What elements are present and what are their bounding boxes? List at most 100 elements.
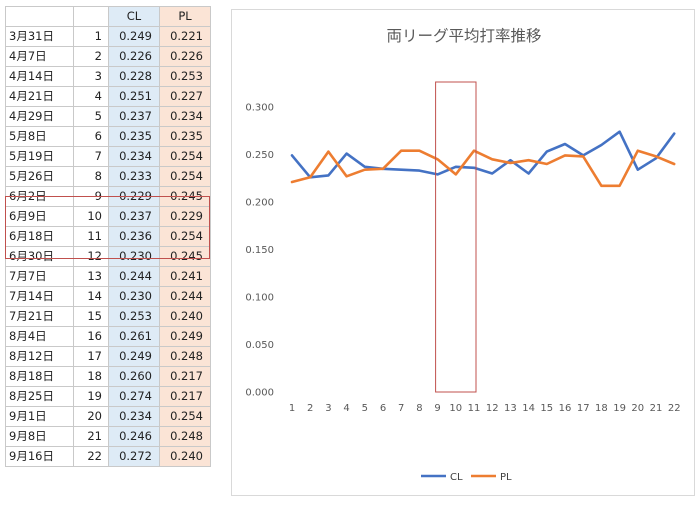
legend-label-pl: PL bbox=[500, 472, 512, 483]
x-tick-label: 8 bbox=[416, 403, 422, 414]
row-cl-value: 0.234 bbox=[108, 406, 160, 427]
x-tick-label: 1 bbox=[289, 403, 295, 414]
table-row: 9月8日 21 0.246 0.248 bbox=[5, 426, 211, 447]
y-tick-label: 0.000 bbox=[245, 388, 274, 399]
table-row: 8月4日 16 0.261 0.249 bbox=[5, 326, 211, 347]
row-pl-value: 0.235 bbox=[159, 126, 211, 147]
row-week: 9 bbox=[73, 186, 109, 207]
row-cl-value: 0.228 bbox=[108, 66, 160, 87]
row-cl-value: 0.251 bbox=[108, 86, 160, 107]
row-week: 1 bbox=[73, 26, 109, 47]
table-row: 7月7日 13 0.244 0.241 bbox=[5, 266, 211, 287]
table-row: 7月14日 14 0.230 0.244 bbox=[5, 286, 211, 307]
row-cl-value: 0.246 bbox=[108, 426, 160, 447]
x-tick-label: 20 bbox=[631, 403, 644, 414]
x-tick-label: 4 bbox=[343, 403, 349, 414]
row-date: 6月18日 bbox=[5, 226, 74, 247]
x-tick-label: 19 bbox=[613, 403, 626, 414]
row-cl-value: 0.230 bbox=[108, 246, 160, 267]
x-tick-label: 11 bbox=[468, 403, 481, 414]
x-tick-label: 5 bbox=[362, 403, 368, 414]
row-week: 14 bbox=[73, 286, 109, 307]
table-row: 6月9日 10 0.237 0.229 bbox=[5, 206, 211, 227]
batting-average-table: CL PL 3月31日 1 0.249 0.221 4月7日 2 0.226 0.226 4月1… bbox=[5, 6, 211, 467]
row-date: 5月26日 bbox=[5, 166, 74, 187]
x-tick-label: 15 bbox=[540, 403, 553, 414]
table-row: 8月12日 17 0.249 0.248 bbox=[5, 346, 211, 367]
table-row: 3月31日 1 0.249 0.221 bbox=[5, 26, 211, 47]
row-date: 8月25日 bbox=[5, 386, 74, 407]
row-cl-value: 0.244 bbox=[108, 266, 160, 287]
x-tick-label: 21 bbox=[650, 403, 663, 414]
y-tick-label: 0.250 bbox=[245, 150, 274, 161]
chart-highlight-box bbox=[435, 81, 477, 393]
row-week: 19 bbox=[73, 386, 109, 407]
x-tick-label: 14 bbox=[522, 403, 535, 414]
row-cl-value: 0.253 bbox=[108, 306, 160, 327]
row-date: 3月31日 bbox=[5, 26, 74, 47]
row-date: 4月14日 bbox=[5, 66, 74, 87]
row-pl-value: 0.221 bbox=[159, 26, 211, 47]
x-tick-label: 2 bbox=[307, 403, 313, 414]
row-cl-value: 0.237 bbox=[108, 206, 160, 227]
x-tick-label: 13 bbox=[504, 403, 517, 414]
x-tick-label: 22 bbox=[668, 403, 681, 414]
x-tick-label: 17 bbox=[577, 403, 590, 414]
row-date: 4月21日 bbox=[5, 86, 74, 107]
row-pl-value: 0.249 bbox=[159, 326, 211, 347]
row-pl-value: 0.234 bbox=[159, 106, 211, 127]
row-pl-value: 0.240 bbox=[159, 306, 211, 327]
x-tick-label: 18 bbox=[595, 403, 608, 414]
row-pl-value: 0.254 bbox=[159, 406, 211, 427]
row-pl-value: 0.244 bbox=[159, 286, 211, 307]
chart-title: 両リーグ平均打率推移 bbox=[386, 27, 542, 45]
y-tick-label: 0.050 bbox=[245, 340, 274, 351]
row-date: 5月8日 bbox=[5, 126, 74, 147]
row-week: 5 bbox=[73, 106, 109, 127]
row-pl-value: 0.217 bbox=[159, 366, 211, 387]
row-date: 4月29日 bbox=[5, 106, 74, 127]
row-cl-value: 0.233 bbox=[108, 166, 160, 187]
row-week: 6 bbox=[73, 126, 109, 147]
row-week: 2 bbox=[73, 46, 109, 67]
row-date: 9月1日 bbox=[5, 406, 74, 427]
row-cl-value: 0.261 bbox=[108, 326, 160, 347]
row-week: 8 bbox=[73, 166, 109, 187]
row-pl-value: 0.241 bbox=[159, 266, 211, 287]
row-pl-value: 0.254 bbox=[159, 146, 211, 167]
row-date: 6月9日 bbox=[5, 206, 74, 227]
table-row: 6月30日 12 0.230 0.245 bbox=[5, 246, 211, 267]
series-line-cl bbox=[290, 130, 676, 179]
row-cl-value: 0.274 bbox=[108, 386, 160, 407]
row-cl-value: 0.237 bbox=[108, 106, 160, 127]
x-tick-label: 9 bbox=[434, 403, 440, 414]
row-week: 12 bbox=[73, 246, 109, 267]
row-date: 7月14日 bbox=[5, 286, 74, 307]
row-pl-value: 0.217 bbox=[159, 386, 211, 407]
x-tick-label: 3 bbox=[325, 403, 331, 414]
row-date: 8月12日 bbox=[5, 346, 74, 367]
row-date: 6月2日 bbox=[5, 186, 74, 207]
row-date: 7月7日 bbox=[5, 266, 74, 287]
table-row: 5月19日 7 0.234 0.254 bbox=[5, 146, 211, 167]
table-row: 4月7日 2 0.226 0.226 bbox=[5, 46, 211, 67]
row-cl-value: 0.260 bbox=[108, 366, 160, 387]
table-row: 9月1日 20 0.234 0.254 bbox=[5, 406, 211, 427]
x-tick-label: 16 bbox=[559, 403, 572, 414]
row-pl-value: 0.248 bbox=[159, 426, 211, 447]
row-week: 15 bbox=[73, 306, 109, 327]
row-week: 4 bbox=[73, 86, 109, 107]
row-cl-value: 0.229 bbox=[108, 186, 160, 207]
table-row: 8月25日 19 0.274 0.217 bbox=[5, 386, 211, 407]
row-cl-value: 0.226 bbox=[108, 46, 160, 67]
table-row: 9月16日 22 0.272 0.240 bbox=[5, 446, 211, 467]
row-date: 7月21日 bbox=[5, 306, 74, 327]
row-week: 16 bbox=[73, 326, 109, 347]
row-week: 10 bbox=[73, 206, 109, 227]
row-week: 20 bbox=[73, 406, 109, 427]
row-week: 21 bbox=[73, 426, 109, 447]
table-row: 5月8日 6 0.235 0.235 bbox=[5, 126, 211, 147]
row-week: 7 bbox=[73, 146, 109, 167]
row-date: 9月16日 bbox=[5, 446, 74, 467]
